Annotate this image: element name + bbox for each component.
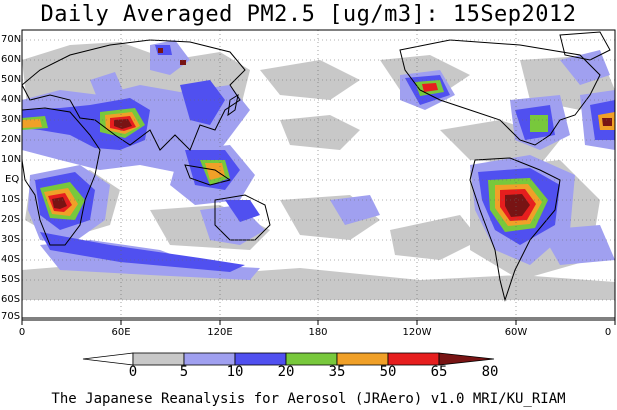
- lat-label-20s: 20S: [1, 214, 21, 225]
- lon-label-60e: 60E: [111, 327, 131, 338]
- lat-label-30n: 30N: [1, 114, 22, 125]
- lat-label-30s: 30S: [1, 234, 21, 245]
- lat-label-10s: 10S: [1, 194, 21, 205]
- lat-label-70n: 70N: [1, 34, 22, 45]
- lon-label-60w: 60W: [504, 327, 528, 338]
- lat-label-60s: 60S: [1, 294, 21, 305]
- colorbar-label-5: 5: [179, 364, 189, 380]
- lat-label-50s: 50S: [1, 274, 21, 285]
- colorbar-label-65: 65: [430, 364, 448, 380]
- colorbar-label-50: 50: [379, 364, 397, 380]
- lat-label-50n: 50N: [1, 74, 22, 85]
- graticule: [22, 30, 615, 320]
- colorbar-swatch-below: [82, 352, 134, 366]
- colorbar-label-35: 35: [328, 364, 346, 380]
- lon-label-120e: 120E: [207, 327, 233, 338]
- colorbar-label-0: 0: [128, 364, 138, 380]
- lat-label-40n: 40N: [1, 94, 22, 105]
- lat-label-40s: 40S: [1, 254, 21, 265]
- lon-label-0-right: 0: [604, 327, 612, 338]
- lon-label-0-left: 0: [18, 327, 26, 338]
- colorbar-label-20: 20: [277, 364, 295, 380]
- pm-level-darkred-areas: [52, 48, 612, 217]
- lat-label-60n: 60N: [1, 54, 22, 65]
- lat-label-10n: 10N: [1, 154, 22, 165]
- lat-label-20n: 20N: [1, 134, 22, 145]
- map-title: Daily Averaged PM2.5 [ug/m3]: 15Sep2012: [40, 2, 577, 27]
- lat-label-70s: 70S: [1, 311, 21, 322]
- colorbar-swatch-above: [438, 352, 495, 366]
- lon-label-120w: 120W: [402, 327, 432, 338]
- colorbar-label-10: 10: [226, 364, 244, 380]
- colorbar-swatch-1: [132, 352, 185, 366]
- colorbar-label-80: 80: [481, 364, 499, 380]
- lon-label-180: 180: [308, 327, 328, 338]
- lat-label-eq: EQ: [5, 174, 20, 185]
- footer-credit: The Japanese Reanalysis for Aerosol (JRA…: [51, 391, 566, 407]
